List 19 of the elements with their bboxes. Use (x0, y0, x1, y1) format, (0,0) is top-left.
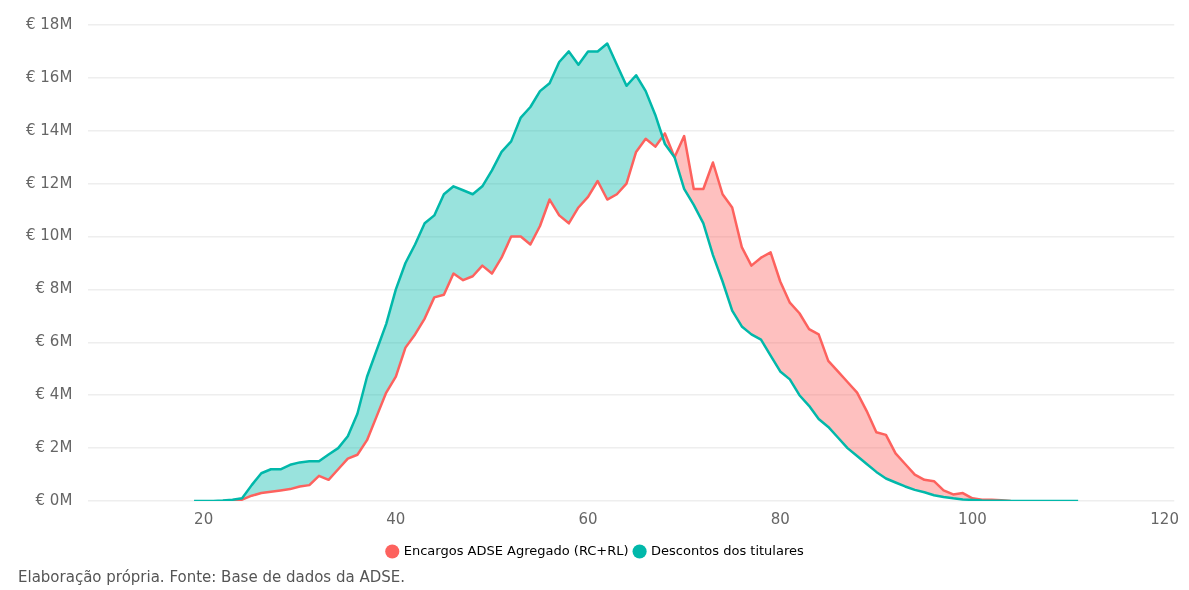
y-tick-label: € 14M (26, 120, 73, 139)
y-tick-label: € 0M (35, 490, 73, 509)
y-tick-label: € 12M (26, 173, 73, 192)
x-tick-label: 60 (578, 509, 598, 528)
legend-label: Encargos ADSE Agregado (RC+RL) (403, 542, 629, 558)
text: Elaboração própria. Fonte: Base de dados da ADSE. (18, 568, 405, 586)
x-tick-label: 80 (770, 509, 790, 528)
y-tick-label: € 6M (35, 332, 73, 351)
x-tick-label: 40 (386, 509, 406, 528)
legend-label: Descontos dos titulares (651, 542, 804, 558)
y-tick-label: € 8M (35, 279, 73, 298)
x-tick-label: 120 (1150, 509, 1179, 528)
y-tick-label: € 2M (35, 438, 73, 456)
x-tick-label: 20 (194, 509, 214, 528)
y-tick-label: € 4M (35, 385, 73, 404)
y-tick-label: € 16M (26, 67, 73, 86)
y-tick-label: € 18M (26, 14, 73, 33)
x-tick-label: 100 (958, 509, 987, 528)
y-tick-label: € 10M (26, 226, 73, 245)
